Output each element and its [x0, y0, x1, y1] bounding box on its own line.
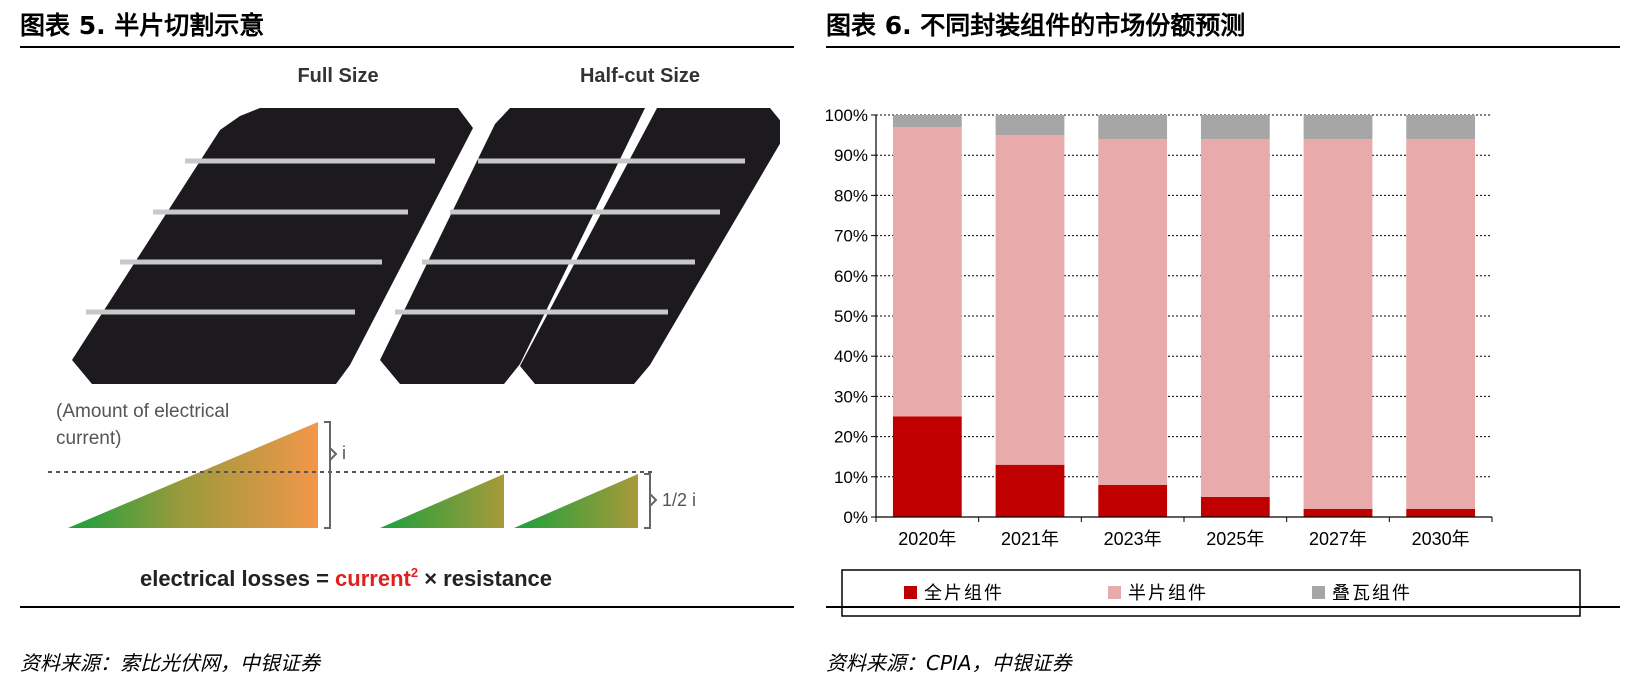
y-tick-label: 20% [834, 428, 868, 447]
half-i-bracket [644, 473, 651, 529]
legend-swatch [1108, 586, 1121, 599]
legend-label: 叠瓦组件 [1332, 583, 1412, 603]
market-share-chart: 0%10%20%30%40%50%60%70%80%90%100% 2020年 2… [826, 106, 1581, 617]
x-tick-label: 2020年 [898, 529, 956, 549]
x-tick-label: 2030年 [1412, 529, 1470, 549]
half-cut-cell [380, 108, 780, 384]
half-current-ramp [380, 474, 504, 528]
formula-prefix: electrical losses = [140, 566, 335, 591]
x-tick-label: 2023年 [1104, 529, 1162, 549]
bar-segment [1098, 139, 1168, 485]
bar-segment [1098, 484, 1168, 517]
bar-segment [995, 135, 1065, 465]
legend-swatch [1312, 586, 1325, 599]
bar-segment [1098, 115, 1168, 140]
legend-box [841, 569, 1581, 617]
bar-segment [1406, 139, 1476, 509]
y-tick-label: 30% [834, 387, 868, 406]
y-tick-label: 90% [834, 146, 868, 165]
bar-segment [892, 127, 962, 417]
bar-segment [1406, 508, 1476, 517]
half-i-label: 1/2 i [662, 490, 696, 510]
y-axis: 0% 10% 20% 30% 40% 50% 60% 70% 80% 90% 100% [826, 106, 877, 527]
bar-segment [892, 416, 962, 517]
y-tick-label: 50% [834, 307, 868, 326]
full-size-label: Full Size [297, 65, 378, 87]
legend: 全片组件 半片组件 叠瓦组件 [904, 583, 1412, 603]
legend-label: 全片组件 [924, 583, 1004, 603]
chart-gridlines [876, 114, 1492, 478]
y-tick-label: 60% [834, 267, 868, 286]
bar-segment [1303, 115, 1373, 140]
y-tick-label: 10% [834, 468, 868, 487]
right-title-rule [826, 46, 1620, 48]
i-bracket [324, 421, 331, 529]
full-size-cell [72, 108, 473, 384]
half-current-ramp [514, 474, 638, 528]
half-cut-diagram: Full Size Half-cut Size (Amount of elect… [48, 65, 780, 591]
formula-suffix: × resistance [418, 566, 552, 591]
x-tick-label: 2025年 [1206, 529, 1264, 549]
left-panel-title: 图表 5. 半片切割示意 [20, 11, 265, 40]
left-source-rule [20, 606, 794, 608]
half-cut-size-label: Half-cut Size [580, 65, 700, 87]
right-source: 资料来源：CPIA，中银证券 [826, 651, 1072, 675]
bar-segment [1406, 115, 1476, 140]
y-tick-label: 100% [826, 106, 868, 125]
bar-segment [1200, 496, 1270, 517]
current-note-line1: (Amount of electrical [56, 401, 229, 422]
y-tick-label: 40% [834, 347, 868, 366]
x-axis: 2020年 2021年 2023年 2025年 2027年 2030年 [875, 516, 1493, 549]
formula-exponent: 2 [411, 565, 418, 580]
bar-segment [995, 115, 1065, 136]
bar-segment [1303, 139, 1373, 509]
full-current-ramp [68, 422, 318, 528]
y-tick-label: 70% [834, 227, 868, 246]
formula-current: current [335, 566, 411, 591]
bar-segment [1303, 508, 1373, 517]
bars [892, 115, 1476, 517]
y-tick-label: 80% [834, 186, 868, 205]
bar-segment [1200, 115, 1270, 140]
bar-segment [1200, 139, 1270, 497]
loss-formula: electrical losses = current2 × resistanc… [140, 565, 552, 591]
x-tick-label: 2027年 [1309, 529, 1367, 549]
bar-segment [892, 115, 962, 128]
i-label: i [342, 443, 346, 463]
left-source: 资料来源：索比光伏网，中银证券 [20, 651, 320, 675]
right-panel-title: 图表 6. 不同封装组件的市场份额预测 [826, 11, 1246, 40]
left-title-rule [20, 46, 794, 48]
current-note-line2: current) [56, 428, 121, 449]
legend-swatch [904, 586, 917, 599]
x-tick-label: 2021年 [1001, 529, 1059, 549]
y-tick-label: 0% [843, 508, 868, 527]
bar-segment [995, 464, 1065, 517]
legend-label: 半片组件 [1128, 583, 1208, 603]
right-source-rule [826, 606, 1620, 608]
